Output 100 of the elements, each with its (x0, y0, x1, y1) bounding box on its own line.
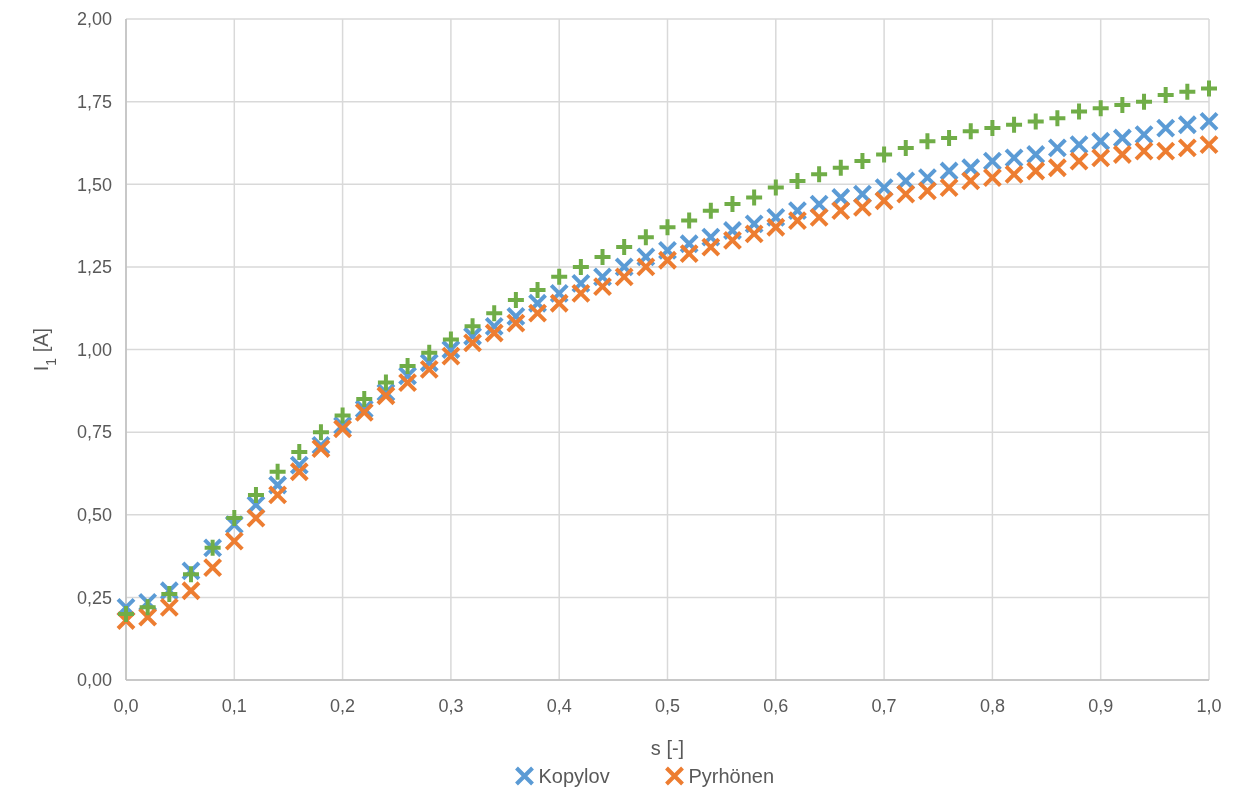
point (657, 250, 678, 271)
point (1004, 114, 1025, 135)
point (1199, 78, 1219, 99)
point (1090, 131, 1111, 152)
point (202, 557, 223, 578)
point (419, 342, 440, 363)
point (722, 194, 743, 215)
point (809, 164, 830, 185)
point (1155, 118, 1176, 139)
point (982, 151, 1003, 172)
point (895, 137, 916, 158)
x-tick-label: 0,3 (438, 696, 464, 716)
y-tick-label: 0,25 (76, 587, 112, 608)
point (310, 422, 331, 443)
point (1047, 137, 1068, 158)
point (267, 484, 288, 505)
point (245, 484, 266, 505)
y-tick-label: 0,50 (76, 505, 112, 526)
point (505, 313, 526, 334)
point (462, 316, 483, 337)
point (224, 508, 245, 529)
point (744, 187, 765, 208)
point (462, 332, 483, 353)
point (289, 461, 310, 482)
point (852, 197, 873, 218)
point (1134, 124, 1155, 145)
point (180, 580, 201, 601)
y-tick-label: 1,25 (76, 257, 112, 278)
point (1004, 164, 1025, 185)
y-tick-label: 1,75 (76, 91, 112, 112)
point (939, 127, 960, 148)
point (549, 293, 570, 314)
y-tick-label: 1,50 (76, 174, 112, 195)
point (1177, 114, 1198, 135)
point (1134, 91, 1155, 112)
point (375, 372, 396, 393)
x-tick-label: 0,5 (654, 696, 681, 716)
point (224, 531, 245, 552)
point (982, 118, 1003, 139)
point (484, 303, 505, 324)
point (874, 190, 895, 211)
y-tick-label: 1,00 (76, 339, 112, 360)
point (1199, 134, 1219, 155)
point (1069, 134, 1090, 155)
point (614, 266, 635, 287)
x-tick-label: 0,7 (871, 696, 897, 716)
point (917, 131, 938, 152)
point (116, 603, 136, 624)
point (332, 405, 353, 426)
point (765, 177, 786, 198)
point (1025, 144, 1046, 165)
point (809, 207, 830, 228)
point (570, 283, 591, 304)
point (895, 184, 916, 205)
x-axis-title: s [-] (650, 737, 685, 759)
point (960, 121, 981, 142)
point (440, 346, 461, 367)
point (592, 246, 613, 267)
point (137, 597, 158, 618)
point (830, 157, 851, 178)
point (874, 144, 895, 165)
point (592, 276, 613, 297)
point (397, 372, 418, 393)
point (527, 303, 548, 324)
point (527, 280, 548, 301)
point (354, 389, 375, 410)
point (679, 210, 700, 231)
legend-label: Kopylov (538, 765, 610, 787)
legend-label: Pyrhönen (688, 765, 775, 787)
point (1090, 147, 1111, 168)
point (1177, 137, 1198, 158)
point (635, 227, 656, 248)
point (787, 170, 808, 191)
y-tick-label: 0,75 (76, 422, 112, 443)
point (917, 180, 938, 201)
x-tick-label: 0,1 (221, 696, 247, 716)
point (700, 200, 721, 221)
point (1047, 108, 1068, 129)
point (397, 356, 418, 377)
point (830, 200, 851, 221)
point (1069, 151, 1090, 172)
point (744, 223, 765, 244)
point (700, 237, 721, 258)
point (679, 243, 700, 264)
point (722, 230, 743, 251)
x-tick-label: 0,0 (113, 696, 139, 716)
point (614, 237, 635, 258)
point (505, 289, 526, 310)
point (1155, 85, 1176, 106)
point (159, 597, 180, 618)
x-tick-label: 0,9 (1088, 696, 1114, 716)
point (1112, 127, 1133, 148)
point (1004, 147, 1025, 168)
point (765, 217, 786, 238)
point (787, 210, 808, 231)
point (549, 266, 570, 287)
point (1112, 144, 1133, 165)
point (570, 256, 591, 277)
point (635, 256, 656, 277)
point (1069, 101, 1090, 122)
